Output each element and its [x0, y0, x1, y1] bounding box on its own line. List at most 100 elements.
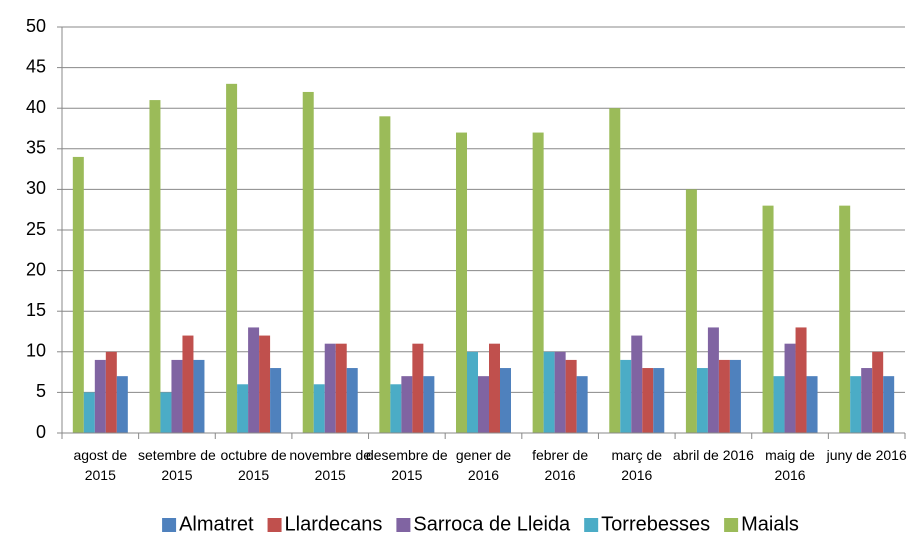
bar: [806, 376, 818, 433]
bar: [554, 351, 566, 433]
bar: [773, 376, 785, 433]
x-tick-label-box: gener de 2016: [455, 447, 512, 483]
bar: [784, 343, 796, 433]
bar: [565, 359, 577, 433]
bar: [543, 351, 555, 433]
legend-swatch: [162, 518, 177, 532]
bar: [620, 359, 632, 433]
legend-swatch: [267, 518, 282, 532]
bar: [226, 83, 238, 433]
bar: [248, 327, 260, 433]
bar: [839, 205, 851, 433]
bar: [171, 359, 183, 433]
y-tick-label: 25: [26, 219, 46, 239]
y-tick-label: 20: [26, 259, 46, 279]
x-tick-label-box: maig de 2016: [765, 447, 815, 483]
bar: [467, 351, 478, 433]
x-tick-label-box: agost de 2015: [73, 447, 128, 483]
bar: [160, 392, 172, 433]
legend-swatch: [396, 518, 411, 532]
x-tick-label: gener de 2016: [455, 447, 512, 483]
y-tick-label: 10: [26, 341, 46, 361]
bar: [270, 368, 282, 433]
bar: [72, 156, 84, 434]
bar: [478, 376, 489, 433]
x-tick-label-box: octubre de 2015: [220, 447, 287, 483]
bar: [696, 368, 708, 433]
bar: [149, 100, 161, 433]
x-tick-label: agost de 2015: [73, 447, 128, 483]
bar: [861, 368, 873, 433]
legend: Almatret Llardecans Sarroca de Lleida Torre…: [162, 513, 799, 535]
bar: [335, 343, 347, 433]
y-tick-label: 0: [36, 422, 46, 442]
bar: [576, 376, 588, 433]
bar: [390, 384, 402, 433]
bar: [193, 359, 205, 433]
bar: [401, 376, 413, 433]
x-tick-label: juny de 2016: [826, 447, 907, 463]
bar: [182, 335, 194, 433]
legend-label: Torrebesses: [601, 513, 710, 535]
bar: [105, 351, 117, 433]
y-tick-label: 15: [26, 300, 46, 320]
bar: [872, 351, 884, 433]
x-tick-label: febrer de 2016: [532, 447, 589, 483]
legend-swatch: [584, 518, 599, 532]
y-tick-label: 45: [26, 56, 46, 76]
x-tick-label-box: març de 2016: [611, 447, 663, 483]
bar: [324, 343, 336, 433]
bar: [346, 368, 358, 433]
bar: [302, 91, 314, 434]
legend-label: Maials: [741, 513, 799, 535]
bar: [850, 376, 862, 433]
bar: [489, 343, 500, 433]
bar: [423, 376, 435, 433]
bar: [116, 376, 128, 433]
x-tick-label-box: desembre de 2015: [365, 447, 448, 483]
bar: [729, 359, 741, 433]
legend-label: Llardecans: [285, 513, 383, 535]
bar: [259, 335, 271, 433]
bar: [883, 376, 895, 433]
legend-label: Sarroca de Lleida: [413, 513, 571, 535]
x-tick-label: setembre de 2015: [138, 447, 216, 483]
bar: [631, 335, 643, 433]
y-tick-label: 35: [26, 138, 46, 158]
x-tick-label-box: febrer de 2016: [532, 447, 589, 483]
bar: [718, 359, 730, 433]
x-tick-label: novembre de 2015: [289, 447, 372, 483]
bar: [685, 189, 697, 433]
bar: [653, 368, 665, 433]
y-tick-label: 30: [26, 178, 46, 198]
x-tick-label-box: juny de 2016: [826, 447, 907, 463]
x-tick-label-box: abril de 2016: [672, 447, 754, 463]
x-tick-label: octubre de 2015: [220, 447, 287, 483]
bar: [500, 368, 511, 433]
bar: [313, 384, 325, 433]
y-tick-label: 5: [36, 381, 46, 401]
legend-swatch: [724, 518, 739, 532]
bar: [642, 368, 654, 433]
bar: [707, 327, 719, 433]
bar: [412, 343, 424, 433]
bar: [379, 116, 391, 433]
legend-label: Almatret: [179, 513, 254, 535]
bar: [94, 359, 106, 433]
bar: [237, 384, 249, 433]
x-tick-label-box: setembre de 2015: [138, 447, 216, 483]
bar: [795, 327, 807, 433]
bar: [83, 392, 95, 433]
x-tick-label: maig de 2016: [765, 447, 815, 483]
bar: [456, 132, 467, 433]
bar: [532, 132, 544, 433]
x-tick-label: març de 2016: [611, 447, 663, 483]
bar: [762, 205, 774, 433]
x-tick-label: desembre de 2015: [365, 447, 448, 483]
bar: [609, 108, 621, 433]
x-tick-label-box: novembre de 2015: [289, 447, 372, 483]
y-tick-label: 40: [26, 97, 46, 117]
x-tick-label: abril de 2016: [672, 447, 754, 463]
y-tick-label: 50: [26, 16, 46, 36]
